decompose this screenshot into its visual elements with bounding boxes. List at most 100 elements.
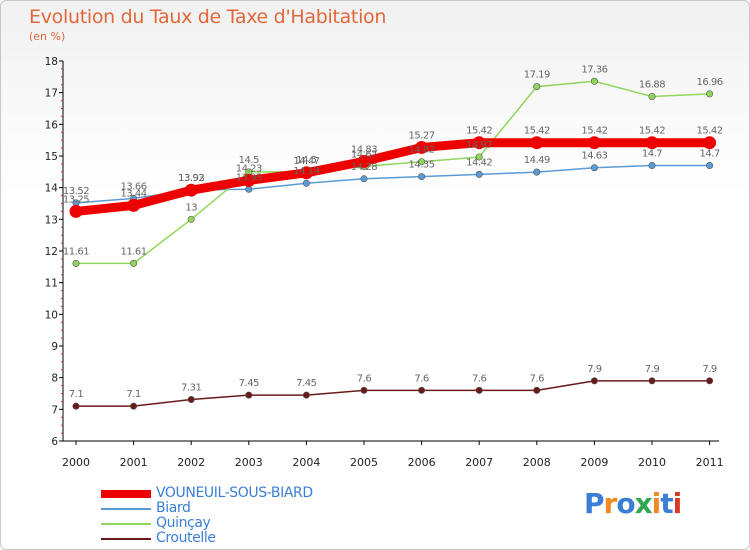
data-label: 14.28 (351, 162, 377, 173)
data-point (706, 377, 714, 385)
legend-label: Croutelle (156, 530, 216, 546)
data-label: 13.52 (63, 186, 89, 197)
chart-title: Evolution du Taux de Taxe d'Habitation (29, 6, 387, 28)
data-label: 14.49 (524, 155, 550, 166)
data-point (533, 168, 541, 176)
data-point (418, 173, 426, 181)
data-label: 11.61 (63, 246, 89, 257)
data-point (703, 136, 717, 150)
data-label: 14.14 (293, 166, 319, 177)
y-tick-label: 9 (51, 341, 58, 353)
data-point (533, 386, 541, 394)
data-point (357, 154, 371, 168)
data-point (590, 164, 598, 172)
brand-letter: r (603, 487, 618, 520)
x-tick-label: 2002 (177, 456, 205, 469)
data-point (69, 204, 83, 218)
data-label: 7.9 (645, 364, 660, 375)
data-label: 13.92 (178, 173, 204, 184)
data-label: 11.61 (121, 246, 147, 257)
data-point (418, 158, 426, 166)
data-point (245, 391, 253, 399)
chart-subtitle: (en %) (29, 30, 66, 43)
data-label: 7.9 (702, 364, 717, 375)
data-point (302, 391, 310, 399)
y-tick-label: 15 (45, 151, 58, 163)
data-point (72, 402, 80, 410)
data-label: 13.66 (121, 181, 147, 192)
data-label: 13 (185, 202, 197, 213)
data-point (648, 92, 656, 100)
data-label: 14.5 (239, 155, 259, 166)
legend-label: Biard (156, 500, 191, 516)
y-tick-label: 14 (45, 183, 59, 195)
data-point (648, 162, 656, 170)
series-line-3 (75, 380, 711, 407)
data-label: 15.42 (466, 126, 492, 137)
x-tick-label: 2004 (292, 456, 320, 469)
y-tick-label: 13 (45, 214, 58, 226)
brand-logo: Proxiti (584, 487, 682, 520)
data-label: 14.35 (409, 160, 435, 171)
legend-label: Quinçay (156, 515, 211, 531)
legend-swatch (101, 490, 151, 498)
data-label: 16.88 (639, 79, 665, 90)
y-tick-label: 12 (45, 246, 58, 258)
data-label: 7.6 (530, 373, 545, 384)
data-label: 17.36 (581, 64, 607, 75)
data-label: 15.27 (409, 130, 435, 141)
x-tick-label: 2000 (62, 456, 90, 469)
data-label: 14.97 (466, 140, 492, 151)
y-tick-label: 7 (51, 404, 58, 416)
data-point (706, 162, 714, 170)
data-label: 14.83 (351, 144, 377, 155)
data-point (415, 140, 429, 154)
legend-swatch (101, 538, 151, 540)
data-label: 14.63 (581, 151, 607, 162)
data-point (242, 173, 256, 187)
x-tick-label: 2003 (235, 456, 263, 469)
x-tick-label: 2005 (350, 456, 378, 469)
data-point (299, 166, 313, 180)
data-point (418, 386, 426, 394)
data-label: 7.45 (296, 378, 316, 389)
data-point (130, 402, 138, 410)
data-label: 14.7 (699, 149, 719, 160)
data-label: 7.31 (181, 383, 201, 394)
data-point (706, 90, 714, 98)
data-label: 16.96 (697, 77, 723, 88)
x-tick-label: 2010 (638, 456, 666, 469)
data-label: 14.47 (293, 156, 319, 167)
x-tick-label: 2009 (580, 456, 608, 469)
series-line-0 (71, 138, 715, 216)
data-point (475, 153, 483, 161)
data-point (187, 396, 195, 404)
data-point (475, 170, 483, 178)
data-label: 14.42 (466, 157, 492, 168)
brand-letter: i (651, 487, 662, 520)
legend-item: Biard (101, 500, 361, 516)
data-point (472, 136, 486, 150)
data-label: 13.95 (236, 172, 262, 183)
data-label: 7.6 (414, 373, 429, 384)
data-point (130, 259, 138, 267)
legend-item: Quinçay (101, 515, 361, 531)
data-label: 7.1 (69, 389, 84, 400)
data-label: 13.25 (63, 194, 89, 205)
data-point (590, 377, 598, 385)
data-point (648, 377, 656, 385)
y-tick-label: 17 (45, 88, 58, 100)
x-tick-label: 2007 (465, 456, 493, 469)
data-label: 7.9 (587, 364, 602, 375)
data-label: 17.19 (524, 70, 550, 81)
y-tick-label: 10 (45, 309, 58, 321)
legend-label: VOUNEUIL-SOUS-BIARD (156, 485, 313, 501)
x-tick-label: 2011 (696, 456, 724, 469)
data-label: 7.6 (472, 373, 487, 384)
data-label: 14.23 (236, 163, 262, 174)
brand-letter: P (584, 487, 605, 520)
legend-swatch (101, 523, 151, 525)
data-point (127, 198, 141, 212)
data-label: 13.44 (121, 188, 147, 199)
